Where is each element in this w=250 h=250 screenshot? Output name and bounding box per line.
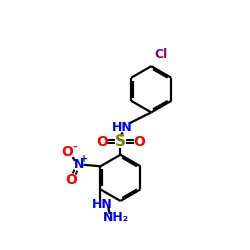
Text: NH₂: NH₂ <box>103 210 129 224</box>
Text: Cl: Cl <box>154 48 168 61</box>
Text: N: N <box>74 158 84 171</box>
Text: O: O <box>61 146 73 160</box>
Text: O: O <box>133 135 145 149</box>
Text: O: O <box>96 135 108 149</box>
Text: +: + <box>80 154 88 164</box>
Text: S: S <box>115 134 126 149</box>
Text: O: O <box>65 173 77 187</box>
Text: HN: HN <box>92 198 112 211</box>
Text: -: - <box>72 142 76 152</box>
Text: HN: HN <box>112 121 133 134</box>
